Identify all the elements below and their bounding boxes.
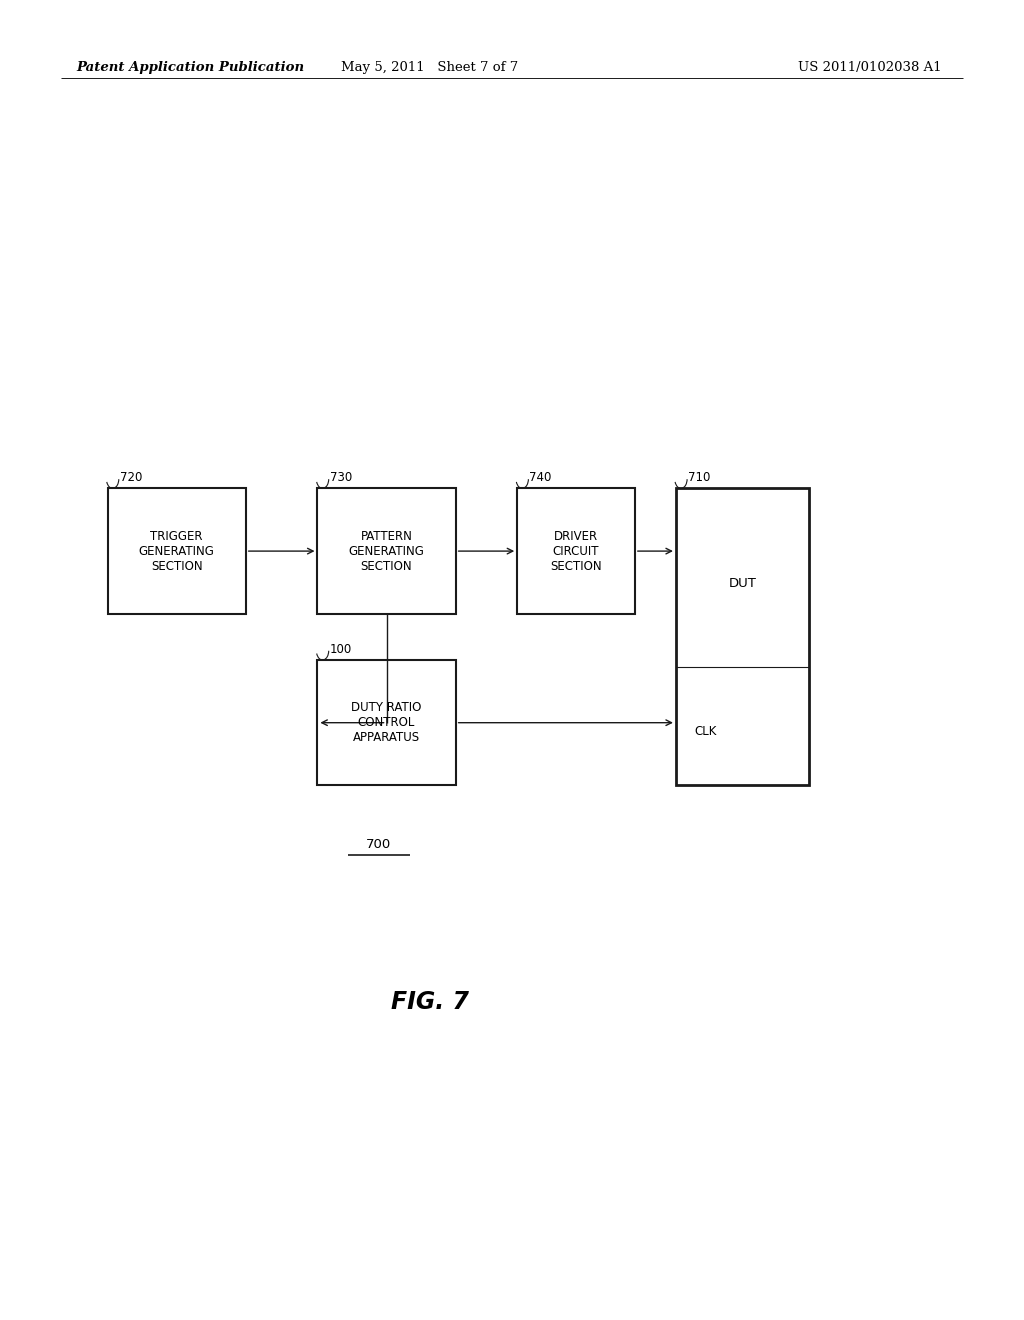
Text: DUTY RATIO
CONTROL
APPARATUS: DUTY RATIO CONTROL APPARATUS — [351, 701, 422, 744]
Bar — [317, 488, 456, 614]
Bar — [317, 660, 456, 785]
Text: US 2011/0102038 A1: US 2011/0102038 A1 — [799, 61, 942, 74]
Text: 100: 100 — [330, 643, 352, 656]
Text: 740: 740 — [529, 471, 552, 484]
Text: 710: 710 — [688, 471, 711, 484]
Bar — [517, 488, 635, 614]
Text: 730: 730 — [330, 471, 352, 484]
Bar — [676, 488, 809, 785]
Text: PATTERN
GENERATING
SECTION: PATTERN GENERATING SECTION — [348, 529, 425, 573]
Text: FIG. 7: FIG. 7 — [391, 990, 469, 1014]
Text: May 5, 2011   Sheet 7 of 7: May 5, 2011 Sheet 7 of 7 — [341, 61, 519, 74]
Text: 700: 700 — [367, 838, 391, 851]
Text: Patent Application Publication: Patent Application Publication — [77, 61, 305, 74]
Text: 720: 720 — [120, 471, 142, 484]
Text: DUT: DUT — [728, 577, 757, 590]
Text: DRIVER
CIRCUIT
SECTION: DRIVER CIRCUIT SECTION — [550, 529, 602, 573]
Text: TRIGGER
GENERATING
SECTION: TRIGGER GENERATING SECTION — [138, 529, 215, 573]
Bar — [108, 488, 246, 614]
Text: CLK: CLK — [694, 726, 717, 738]
